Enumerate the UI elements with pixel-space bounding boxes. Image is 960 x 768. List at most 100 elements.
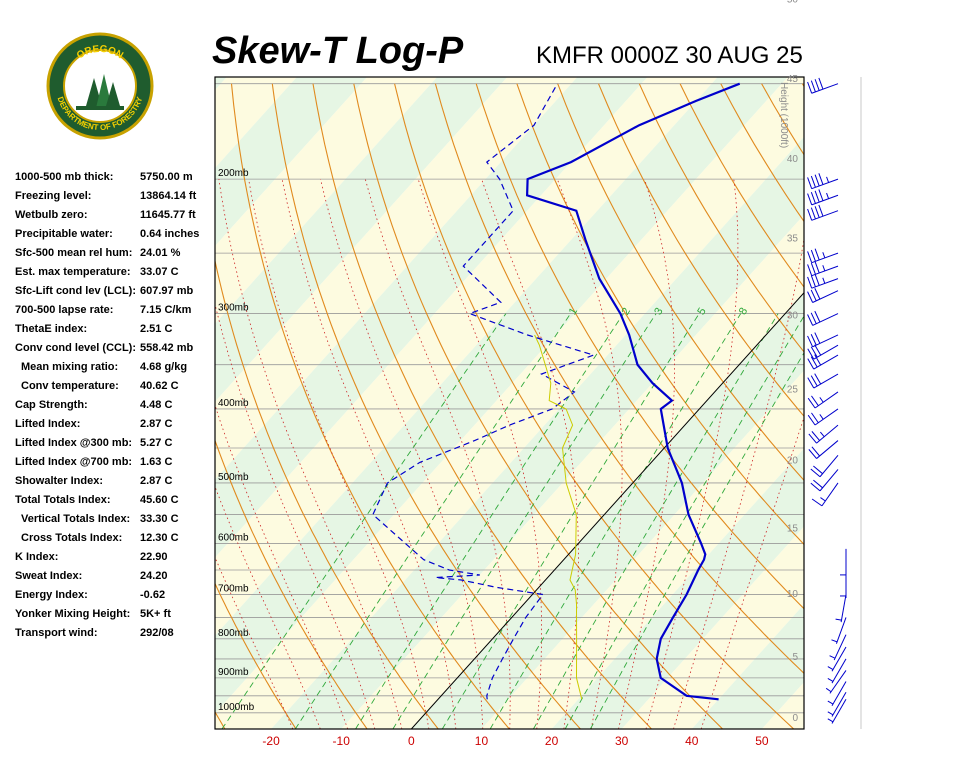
wind-barb-flag	[807, 377, 815, 389]
wind-barb-staff	[813, 354, 839, 370]
wind-barb-flag	[811, 412, 819, 424]
wind-barb	[807, 391, 839, 409]
wind-barb	[827, 658, 847, 684]
moist-adiabat	[248, 179, 430, 729]
index-value: 2.51 C	[140, 323, 173, 335]
wind-barb-flag	[811, 395, 819, 407]
wind-barb-staff	[819, 469, 839, 492]
index-value: 45.60 C	[140, 494, 179, 506]
wind-barb	[840, 569, 847, 598]
pressure-label: 500mb	[218, 472, 249, 483]
index-row: Precipitable water: 0.64 inches	[15, 225, 205, 244]
index-label: Vertical Totals Index:	[21, 513, 131, 525]
wind-barb-flag	[814, 373, 822, 385]
wind-barb-staff	[811, 210, 839, 221]
index-row: Total Totals Index: 45.60 C	[15, 491, 205, 510]
wind-barb-half-flag	[831, 639, 838, 643]
index-row: Conv temperature: 40.62 C	[15, 377, 205, 396]
wind-barb-staff	[811, 178, 839, 190]
oregon-forestry-logo: OREGON DEPARTMENT OF FORESTRY	[46, 32, 154, 140]
index-value: 40.62 C	[140, 380, 179, 392]
wind-barb	[807, 248, 839, 264]
wind-barb-half-flag	[827, 666, 834, 670]
wind-barb	[807, 344, 839, 360]
index-label: Yonker Mixing Height:	[15, 608, 131, 620]
dewpoint-trace	[372, 83, 596, 700]
mixing-ratio-line	[441, 313, 700, 729]
wind-barb-half-flag	[820, 497, 826, 502]
moist-adiabat	[645, 179, 739, 729]
pressure-label: 900mb	[218, 667, 249, 678]
wind-barb-staff	[812, 334, 839, 348]
index-row: 1000-500 mb thick: 5750.00 m	[15, 168, 205, 187]
moist-adiabat	[618, 178, 675, 729]
wind-barb-flag	[807, 81, 813, 94]
index-value: 558.42 mb	[140, 342, 194, 354]
wind-barb-flag	[810, 482, 821, 492]
wind-barb-half-flag	[825, 687, 832, 693]
pressure-label: 800mb	[218, 628, 249, 639]
dry-adiabat	[312, 83, 652, 729]
wind-barb	[827, 646, 847, 672]
indices-panel: 1000-500 mb thick: 5750.00 m Freezing leve…	[15, 168, 205, 643]
wind-barb	[807, 204, 839, 221]
index-row: K Index: 22.90	[15, 548, 205, 567]
wind-barb-half-flag	[822, 265, 826, 272]
plot-frame	[214, 76, 805, 730]
temperature-band	[215, 77, 804, 729]
index-row: Vertical Totals Index: 33.30 C	[15, 510, 205, 529]
wind-barb-flag	[807, 358, 815, 370]
dry-adiabat	[230, 83, 510, 729]
index-label: Lifted Index @700 mb:	[15, 456, 133, 468]
wind-barb-flag	[810, 289, 817, 302]
wind-barb-flag	[818, 77, 824, 90]
dry-adiabat	[475, 83, 804, 610]
wind-barb	[829, 634, 847, 661]
wind-barb-staff	[835, 617, 847, 644]
zero-isotherm	[410, 291, 804, 729]
index-value: 4.68 g/kg	[140, 361, 188, 373]
dry-adiabat	[215, 710, 226, 729]
wind-barb-half-flag	[826, 176, 830, 183]
wind-barb-staff	[816, 424, 839, 444]
wind-barb-half-flag	[827, 700, 834, 705]
wind-barb-flag	[807, 208, 813, 221]
wind-barb-half-flag	[822, 277, 826, 284]
dry-adiabat	[638, 83, 804, 353]
index-label: Lifted Index:	[15, 418, 81, 430]
temperature-band	[0, 77, 157, 729]
wind-barb	[835, 594, 847, 623]
index-value: 22.90	[140, 551, 168, 563]
index-row: Sfc-500 mean rel hum: 24.01 %	[15, 244, 205, 263]
wind-barb-staff	[831, 681, 847, 707]
height-tick-label: 25	[787, 384, 799, 395]
index-row: Cross Totals Index: 12.30 C	[15, 529, 205, 548]
index-row: Cap Strength: 4.48 C	[15, 396, 205, 415]
temperature-band	[481, 370, 804, 729]
wind-barb	[827, 699, 847, 724]
height-tick-label: 5	[792, 652, 798, 663]
wind-barb-staff	[829, 670, 847, 694]
index-row: Yonker Mixing Height: 5K+ ft	[15, 605, 205, 624]
index-row: 700-500 lapse rate: 7.15 C/km	[15, 301, 205, 320]
parcel-trace	[534, 334, 583, 700]
height-tick-label: 50	[787, 0, 799, 5]
index-label: Conv cond level (CCL):	[15, 342, 137, 354]
index-row: Lifted Index: 2.87 C	[15, 415, 205, 434]
mixing-ratio-label: 3	[652, 306, 665, 317]
wind-barb-flag	[811, 446, 820, 457]
moist-adiabat	[218, 179, 403, 729]
index-value: 33.07 C	[140, 266, 179, 278]
wind-barb-flag	[814, 310, 821, 323]
wind-barb-staff	[821, 482, 839, 507]
index-value: 292/08	[140, 627, 174, 639]
wind-barb-flag	[814, 274, 820, 286]
temperature-tick-label: -20	[262, 734, 280, 748]
dry-adiabat	[925, 84, 960, 729]
wind-barb-flag	[814, 174, 820, 187]
height-tick-label: 40	[787, 154, 799, 165]
wind-barb	[807, 310, 839, 326]
wind-barb	[840, 548, 847, 577]
wind-barb-flag	[814, 206, 820, 218]
